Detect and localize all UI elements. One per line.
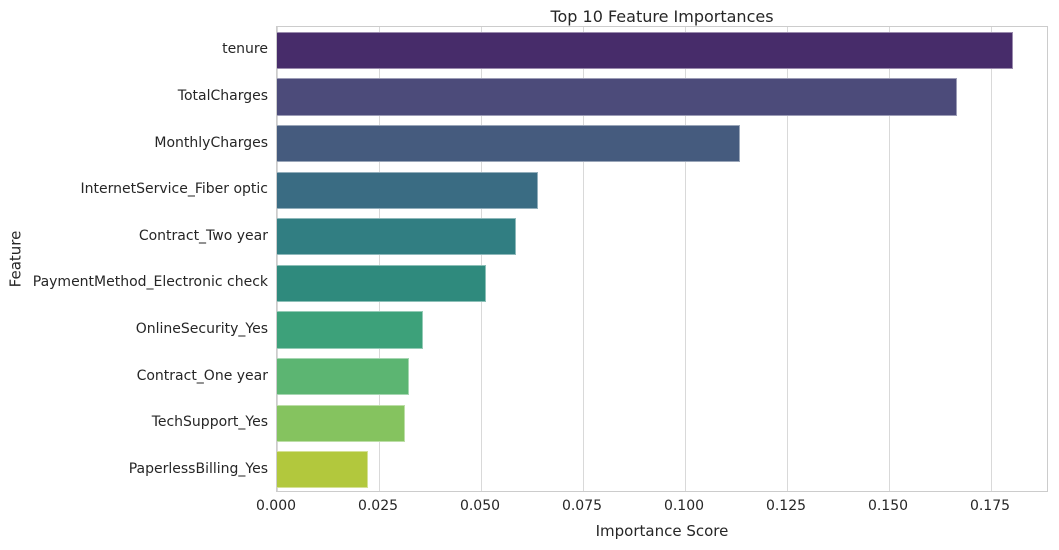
y-tick-label: OnlineSecurity_Yes — [135, 321, 268, 337]
y-tick-label: InternetService_Fiber optic — [80, 181, 269, 197]
gridline — [889, 27, 890, 491]
gridline — [277, 27, 278, 491]
y-tick-label: PaperlessBilling_Yes — [128, 461, 268, 477]
gridline — [787, 27, 788, 491]
gridline — [379, 27, 380, 491]
bar — [277, 124, 740, 163]
y-tick-label: TechSupport_Yes — [151, 414, 268, 430]
plot-area — [276, 26, 1048, 492]
y-axis-label: Feature — [6, 230, 24, 288]
x-tick-label: 0.175 — [969, 498, 1011, 514]
x-axis-label: Importance Score — [595, 522, 729, 540]
bar — [277, 218, 516, 256]
x-tick-label: 0.150 — [867, 498, 909, 514]
y-tick-label: MonthlyCharges — [154, 135, 268, 151]
y-tick-label: PaymentMethod_Electronic check — [32, 274, 268, 290]
y-tick-label: Contract_One year — [136, 368, 268, 384]
gridline — [481, 27, 482, 491]
bar — [277, 451, 368, 489]
bar — [277, 357, 409, 396]
gridline — [583, 27, 584, 491]
bar — [277, 31, 1013, 69]
x-tick-label: 0.075 — [561, 498, 603, 514]
bar — [277, 404, 405, 442]
y-tick-label: TotalCharges — [177, 88, 268, 104]
y-tick-label: Contract_Two year — [138, 228, 268, 244]
x-tick-label: 0.125 — [765, 498, 807, 514]
x-tick-label: 0.025 — [357, 498, 399, 514]
bar — [277, 78, 957, 116]
x-tick-label: 0.100 — [663, 498, 705, 514]
bar — [277, 311, 423, 349]
chart-title: Top 10 Feature Importances — [550, 7, 774, 26]
bar — [277, 171, 538, 209]
y-tick-label: tenure — [222, 41, 268, 57]
x-tick-label: 0.050 — [459, 498, 501, 514]
x-tick-label: 0.000 — [255, 498, 297, 514]
bar — [277, 264, 486, 302]
gridline — [991, 27, 992, 491]
y-axis-label-container: Feature — [2, 26, 28, 492]
gridline — [685, 27, 686, 491]
